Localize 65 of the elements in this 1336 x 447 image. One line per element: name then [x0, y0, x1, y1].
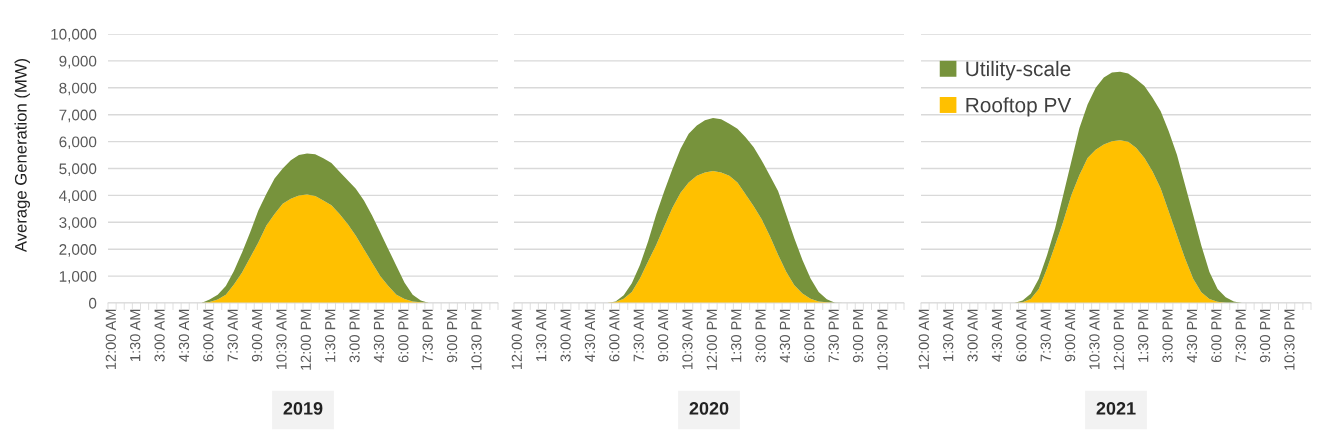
y-tick-label: 4,000 [59, 190, 97, 203]
x-tick-label: 7:30 PM [1235, 309, 1246, 363]
x-axis-title: 2019 [283, 402, 323, 415]
x-tick-label: 4:30 AM [584, 309, 596, 362]
x-tick-label: 6:00 PM [398, 309, 409, 363]
y-tick-label: 10,000 [51, 28, 97, 42]
x-tick-label: 10:30 AM [682, 309, 693, 370]
x-tick-label: 7:30 AM [1040, 309, 1051, 362]
x-tick-label: 4:30 PM [1186, 309, 1198, 363]
x-tick-label: 6:00 PM [804, 309, 815, 363]
legend-label: Utility-scale [966, 60, 1071, 81]
x-tick-label: 1:30 PM [1138, 309, 1149, 362]
x-tick-label: 6:00 AM [1016, 309, 1027, 362]
x-tick-label: 10:30 AM [276, 309, 287, 370]
x-tick-label: 9:00 AM [657, 309, 669, 362]
x-tick-label: 9:00 AM [251, 309, 263, 362]
x-tick-label: 12:00 PM [300, 309, 311, 370]
y-tick-label: 8,000 [59, 82, 97, 96]
x-tick-label: 9:00 PM [446, 309, 458, 363]
y-axis-title: Average Generation (MW) [14, 58, 30, 253]
y-tick-label: 6,000 [59, 136, 97, 150]
x-tick-label: 7:30 PM [828, 309, 839, 363]
x-tick-label: 1:30 AM [130, 309, 141, 361]
x-tick-label: 3:00 PM [1162, 309, 1173, 363]
x-tick-label: 1:30 AM [536, 309, 547, 361]
x-tick-label: 1:30 PM [731, 309, 742, 362]
x-tick-label: 1:30 PM [325, 309, 336, 362]
y-tick-label: 1,000 [59, 270, 97, 284]
x-tick-label: 10:30 AM [1089, 309, 1100, 370]
x-tick-label: 7:30 AM [227, 309, 238, 362]
y-tick-label: 0 [88, 297, 97, 309]
x-tick-label: 12:00 AM [511, 309, 522, 370]
x-tick-label: 9:00 PM [1259, 309, 1271, 363]
x-tick-label: 9:00 AM [1064, 309, 1076, 362]
y-tick-label: 2,000 [59, 244, 97, 257]
legend-label: Rooftop PV [966, 97, 1072, 117]
x-tick-label: 4:30 AM [991, 309, 1003, 362]
x-tick-label: 10:30 PM [471, 309, 482, 370]
y-tick-label: 3,000 [59, 217, 97, 230]
x-tick-label: 10:30 PM [1284, 309, 1295, 370]
x-tick-label: 12:00 PM [706, 309, 717, 370]
y-tick-label: 5,000 [59, 163, 97, 176]
x-tick-label: 10:30 PM [877, 309, 888, 370]
x-tick-label: 4:30 PM [373, 309, 385, 363]
x-tick-label: 1:30 AM [943, 309, 954, 361]
x-tick-label: 12:00 PM [1113, 309, 1124, 370]
x-tick-label: 7:30 AM [633, 309, 644, 362]
x-axis-title: 2020 [689, 402, 729, 415]
x-tick-label: 3:00 AM [154, 309, 165, 362]
x-tick-label: 3:00 PM [349, 309, 360, 363]
x-tick-label: 12:00 AM [918, 309, 929, 370]
x-tick-label: 4:30 PM [779, 309, 791, 363]
y-tick-label: 9,000 [59, 55, 97, 69]
x-tick-label: 3:00 AM [967, 309, 978, 362]
x-tick-label: 6:00 AM [203, 309, 214, 362]
x-tick-label: 6:00 AM [609, 309, 620, 362]
x-tick-label: 3:00 PM [755, 309, 766, 363]
x-tick-label: 12:00 AM [105, 309, 116, 370]
y-tick-label: 7,000 [59, 109, 97, 123]
x-axis-title: 2021 [1096, 402, 1136, 415]
x-tick-label: 3:00 AM [560, 309, 571, 362]
x-tick-label: 7:30 PM [422, 309, 433, 363]
x-tick-label: 9:00 PM [852, 309, 864, 363]
x-tick-label: 4:30 AM [178, 309, 190, 362]
x-tick-label: 6:00 PM [1211, 309, 1222, 363]
